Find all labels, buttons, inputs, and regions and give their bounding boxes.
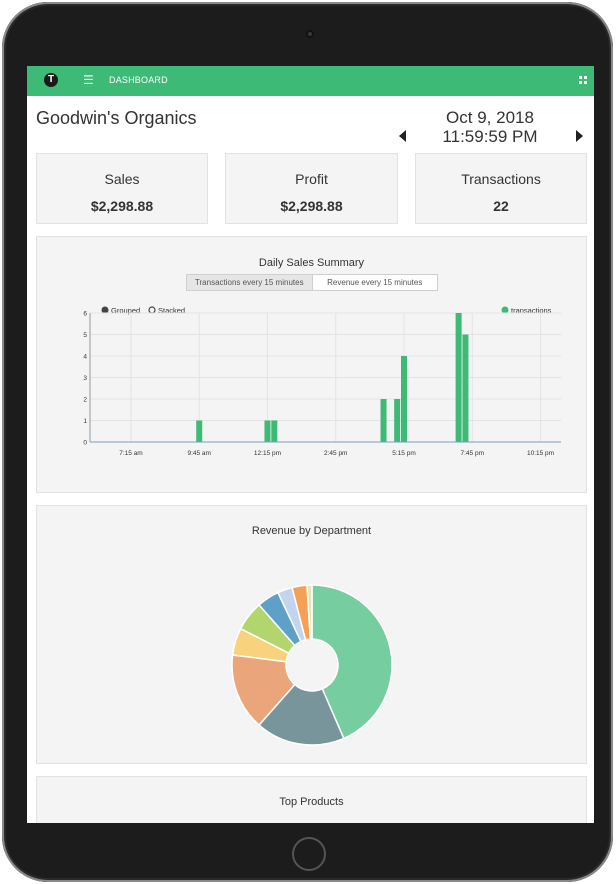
next-day-button[interactable] — [576, 130, 583, 142]
daily-sales-title: Daily Sales Summary — [258, 257, 365, 269]
sales-card: Sales $2,298.88 — [36, 153, 208, 224]
transactions-bar[interactable] — [380, 399, 387, 442]
department-slice[interactable] — [311, 584, 393, 740]
profit-value: $2,298.88 — [280, 198, 343, 214]
date-label: Oct 9, 2018 — [446, 108, 534, 127]
hamburger-menu-icon[interactable]: ☰ — [83, 73, 94, 87]
y-tick-label: 3 — [83, 375, 87, 382]
transactions-bar[interactable] — [455, 313, 462, 442]
x-tick-label: 5:15 pm — [392, 450, 416, 457]
y-tick-label: 2 — [83, 397, 87, 404]
nav-title[interactable]: DASHBOARD — [109, 75, 168, 85]
top-navbar: T ☰ DASHBOARD — [27, 66, 594, 96]
department-slice[interactable] — [306, 584, 313, 640]
transactions-bar[interactable] — [462, 334, 469, 443]
transactions-bar[interactable] — [264, 420, 271, 443]
grid-icon[interactable] — [579, 76, 587, 84]
time-label: 11:59:59 PM — [442, 127, 538, 146]
transactions-bar[interactable] — [394, 399, 401, 442]
chart-tabs: Transactions every 15 minutes Revenue ev… — [186, 274, 438, 291]
transactions-label: Transactions — [461, 171, 541, 187]
x-tick-label: 9:45 am — [187, 450, 211, 457]
x-tick-label: 12:15 pm — [254, 450, 281, 457]
logo-icon[interactable]: T — [44, 73, 58, 87]
x-tick-label: 7:45 pm — [461, 450, 485, 457]
sales-label: Sales — [104, 171, 140, 187]
revenue-panel: Revenue by Department — [36, 505, 587, 764]
x-tick-label: 2:45 pm — [324, 450, 348, 457]
x-tick-label: 7:15 am — [119, 450, 142, 457]
date-display: Oct 9, 2018 11:59:59 PM — [427, 108, 553, 146]
transactions-value: 22 — [493, 198, 509, 214]
x-tick-label: 10:15 pm — [527, 450, 554, 457]
top-products-title: Top Products — [279, 796, 344, 808]
profit-label: Profit — [295, 171, 328, 187]
revenue-donut-chart — [231, 584, 393, 746]
camera — [306, 30, 314, 38]
tab-revenue[interactable]: Revenue every 15 minutes — [327, 278, 423, 287]
app-screen: T ☰ DASHBOARD Goodwin's Organics Oct 9, … — [27, 66, 594, 823]
y-tick-label: 1 — [83, 418, 87, 425]
y-tick-label: 5 — [83, 332, 87, 339]
daily-sales-chart: Grouped Stacked transactions 0 1 2 3 4 5 6 7:15… — [83, 306, 561, 457]
revenue-title: Revenue by Department — [251, 525, 372, 537]
y-tick-label: 6 — [83, 311, 87, 318]
transactions-bar[interactable] — [401, 356, 407, 442]
home-button[interactable] — [292, 837, 326, 871]
transactions-bar[interactable] — [271, 420, 278, 443]
previous-day-button[interactable] — [399, 130, 406, 142]
legend-transactions-label[interactable]: transactions — [511, 306, 552, 315]
profit-card: Profit $2,298.88 — [225, 153, 398, 224]
legend-stacked-label[interactable]: Stacked — [158, 306, 185, 315]
department-slice[interactable] — [258, 683, 345, 746]
y-tick-label: 0 — [83, 440, 87, 447]
y-tick-label: 4 — [83, 354, 87, 361]
store-name: Goodwin's Organics — [36, 108, 197, 128]
transactions-card: Transactions 22 — [415, 153, 587, 224]
top-products-panel: Top Products — [36, 776, 587, 823]
legend-grouped-marker[interactable] — [101, 306, 109, 314]
sales-value: $2,298.88 — [90, 198, 154, 214]
legend-transactions-marker[interactable] — [501, 306, 509, 314]
tab-transactions[interactable]: Transactions every 15 minutes — [187, 275, 313, 290]
legend-stacked-marker[interactable] — [148, 306, 156, 314]
transactions-bar[interactable] — [196, 420, 203, 443]
legend-grouped-label[interactable]: Grouped — [111, 306, 140, 315]
department-slice[interactable] — [231, 654, 296, 727]
daily-sales-panel: Daily Sales Summary Transactions every 1… — [36, 236, 587, 493]
